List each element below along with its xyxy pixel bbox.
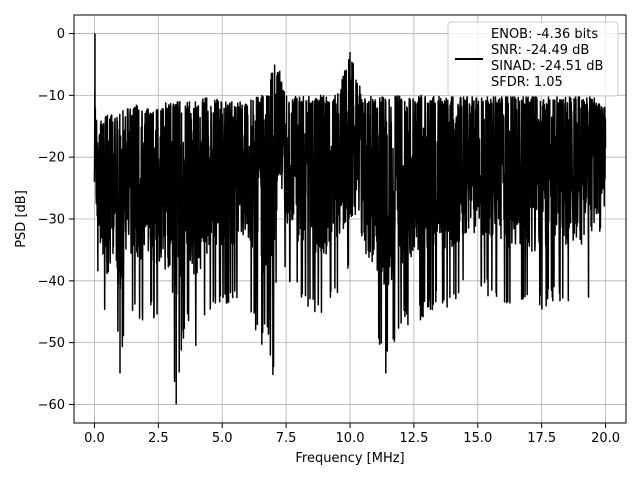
- legend-entry-snr: SNR: -24.49 dB: [491, 43, 589, 58]
- x-tick-label: 17.5: [527, 431, 556, 446]
- y-tick-label: −50: [38, 336, 65, 351]
- y-tick-label: −10: [38, 89, 65, 104]
- y-tick-label: −40: [38, 274, 65, 289]
- x-tick-label: 12.5: [399, 431, 428, 446]
- legend: ENOB: -4.36 bits SNR: -24.49 dB SINAD: -…: [447, 21, 619, 97]
- x-tick-label: 10.0: [336, 431, 365, 446]
- x-tick-label: 7.5: [276, 431, 297, 446]
- psd-series-line: [93, 33, 607, 405]
- x-tick-label: 15.0: [463, 431, 492, 446]
- x-tick-label: 2.5: [148, 431, 169, 446]
- legend-entry-sfdr: SFDR: 1.05: [491, 75, 563, 90]
- legend-box: [447, 21, 619, 97]
- y-tick-label: −60: [38, 398, 65, 413]
- x-tick-label: 5.0: [212, 431, 233, 446]
- y-tick-label: −30: [38, 213, 65, 228]
- legend-entry-sinad: SINAD: -24.51 dB: [491, 59, 603, 74]
- y-tick-label: −20: [38, 151, 65, 166]
- y-axis: 0 −10 −20 −30 −40 −50 −60: [38, 27, 74, 413]
- y-tick-label: 0: [57, 27, 65, 42]
- legend-entry-enob: ENOB: -4.36 bits: [491, 27, 598, 42]
- x-axis: 0.0 2.5 5.0 7.5 10.0 12.5 15.0 17.5 20.0: [84, 423, 620, 446]
- y-axis-label: PSD [dB]: [14, 190, 29, 248]
- x-tick-label: 0.0: [84, 431, 105, 446]
- x-axis-label: Frequency [MHz]: [295, 451, 404, 466]
- data-layer: [93, 33, 607, 405]
- x-tick-label: 20.0: [591, 431, 620, 446]
